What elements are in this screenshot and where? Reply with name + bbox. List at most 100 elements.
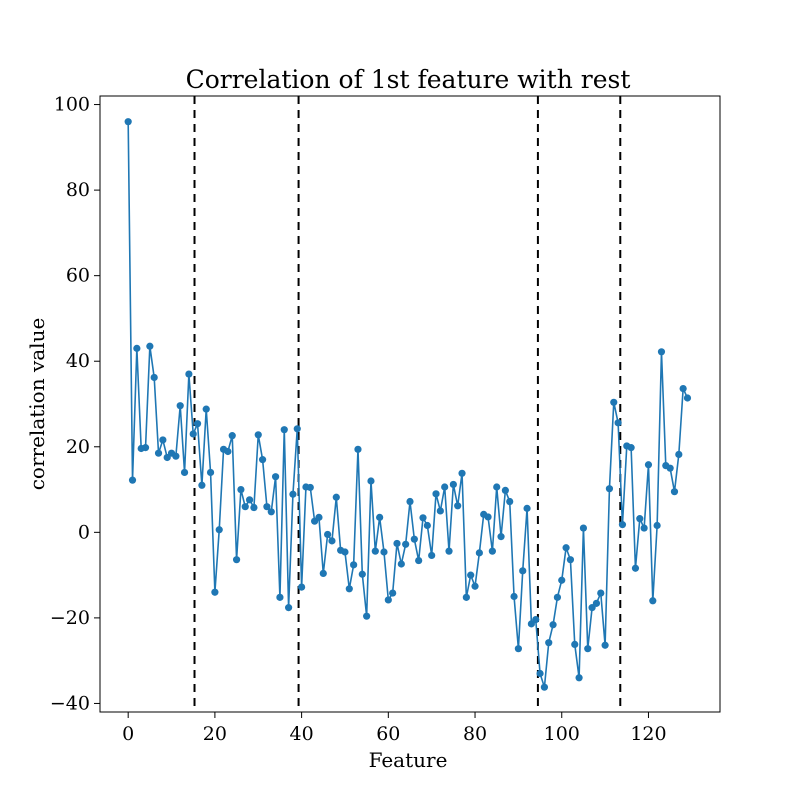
data-point-94: [532, 616, 540, 624]
data-point-8: [159, 436, 167, 444]
data-point-83: [484, 513, 492, 521]
data-point-110: [601, 641, 609, 649]
data-point-23: [224, 447, 232, 456]
data-point-121: [649, 597, 657, 605]
data-point-81: [475, 549, 483, 557]
data-point-64: [402, 540, 410, 548]
data-point-38: [289, 490, 297, 498]
data-point-84: [488, 547, 496, 555]
data-point-55: [363, 612, 371, 620]
x-tick-label-3: 60: [376, 723, 400, 745]
data-point-26: [237, 485, 245, 494]
x-tick-label-6: 120: [630, 723, 666, 745]
data-point-52: [350, 561, 358, 569]
data-point-71: [432, 490, 440, 498]
data-point-61: [389, 589, 397, 597]
data-point-39: [293, 425, 301, 433]
data-point-2: [133, 344, 141, 352]
data-point-65: [406, 497, 414, 506]
y-tick-label-6: 80: [66, 179, 90, 201]
data-point-117: [631, 564, 640, 572]
data-point-37: [285, 604, 293, 612]
data-point-123: [657, 348, 666, 356]
data-point-109: [597, 589, 605, 597]
data-point-103: [571, 640, 579, 649]
data-point-47: [328, 537, 336, 545]
data-point-129: [683, 394, 692, 402]
data-point-99: [553, 593, 562, 601]
data-point-119: [640, 524, 648, 532]
data-point-105: [579, 524, 588, 532]
data-point-126: [670, 488, 679, 496]
plot-area: [124, 96, 692, 712]
data-point-30: [254, 431, 262, 439]
data-point-42: [306, 483, 314, 492]
data-point-17: [198, 481, 206, 489]
data-point-24: [228, 432, 236, 440]
data-point-111: [605, 485, 614, 493]
data-point-128: [679, 385, 687, 393]
chart-title: Correlation of 1st feature with rest: [186, 65, 631, 94]
data-point-69: [423, 521, 431, 530]
data-point-102: [566, 556, 575, 564]
data-point-51: [345, 585, 353, 593]
data-point-87: [501, 486, 509, 495]
data-point-7: [154, 449, 163, 457]
data-point-4: [141, 444, 150, 452]
data-point-29: [250, 503, 258, 512]
data-point-86: [497, 533, 505, 541]
data-point-6: [150, 373, 158, 382]
series-line: [127, 121, 689, 688]
data-point-125: [666, 464, 674, 472]
data-point-127: [675, 450, 683, 459]
data-point-62: [393, 539, 401, 548]
data-point-27: [241, 503, 249, 511]
data-point-66: [410, 535, 418, 543]
data-point-59: [380, 548, 388, 556]
x-tick-label-1: 20: [203, 723, 227, 745]
y-axis: −40 −20 0 20 40 60 80 100: [50, 94, 100, 714]
data-point-95: [536, 669, 544, 678]
data-point-91: [519, 567, 527, 575]
data-point-15: [189, 430, 197, 438]
data-point-13: [180, 468, 189, 477]
data-point-116: [627, 444, 635, 452]
data-point-72: [436, 507, 444, 515]
data-point-104: [575, 674, 583, 682]
data-point-25: [232, 556, 241, 564]
data-point-108: [592, 599, 601, 607]
data-point-63: [397, 560, 405, 568]
data-point-68: [419, 514, 427, 522]
data-point-114: [618, 521, 627, 529]
y-tick-label-0: −40: [50, 692, 90, 714]
data-point-120: [644, 461, 653, 469]
y-axis-label: correlation value: [25, 318, 49, 491]
data-point-31: [258, 456, 267, 464]
data-point-98: [549, 621, 557, 629]
data-point-50: [341, 548, 349, 556]
data-point-28: [245, 496, 254, 504]
data-point-40: [298, 583, 306, 591]
y-tick-label-4: 40: [66, 350, 90, 372]
data-point-1: [128, 476, 137, 484]
data-point-106: [584, 645, 592, 653]
data-point-5: [146, 342, 154, 350]
data-point-58: [376, 513, 384, 521]
data-point-57: [371, 547, 379, 555]
data-point-20: [211, 588, 219, 596]
data-point-56: [367, 477, 375, 485]
data-point-75: [449, 480, 457, 489]
data-point-12: [176, 402, 184, 410]
data-point-80: [471, 582, 479, 590]
data-point-34: [271, 473, 280, 481]
x-axis: 0 20 40 60 80 100 120: [122, 712, 667, 745]
data-point-73: [441, 483, 449, 491]
x-tick-label-2: 40: [290, 723, 314, 745]
x-tick-label-0: 0: [122, 723, 134, 745]
data-point-46: [324, 530, 332, 539]
data-point-48: [332, 493, 340, 501]
data-point-89: [510, 592, 518, 601]
data-point-90: [514, 645, 522, 653]
data-point-16: [193, 420, 202, 428]
data-point-76: [454, 502, 462, 510]
